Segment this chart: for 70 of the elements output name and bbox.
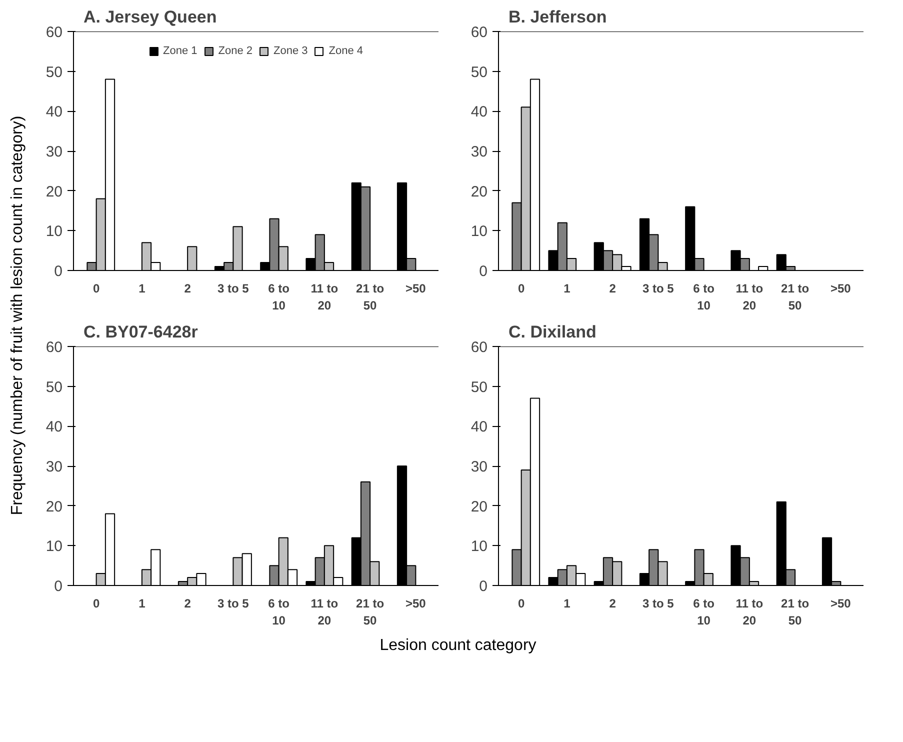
y-tick-label: 20	[46, 183, 63, 200]
x-tick-label: 0	[92, 282, 100, 296]
y-tick-label: 0	[479, 263, 488, 280]
y-tick-label: 50	[46, 64, 63, 81]
y-tick-label: 0	[54, 263, 62, 280]
x-tick-label: 6 to 10	[268, 282, 290, 312]
chart-title: C. Dixiland	[508, 322, 596, 342]
y-tick-label: 40	[46, 418, 63, 436]
y-tick-label: 60	[46, 24, 63, 41]
y-tick-label: 30	[46, 144, 63, 160]
legend-label: Zone 4	[328, 45, 363, 57]
legend-label: Zone 3	[274, 45, 308, 57]
x-tick-label: 1	[564, 282, 571, 296]
x-tick-label: 1	[138, 282, 146, 296]
y-tick-label: 0	[479, 578, 488, 595]
y-tick-label: 20	[46, 498, 63, 516]
x-tick-label: 21 to 50	[356, 282, 384, 312]
y-tick-label: 60	[470, 24, 488, 41]
x-tick-label: 11 to 20	[310, 282, 338, 312]
y-tick-label: 30	[46, 458, 63, 476]
y-tick-label: 40	[470, 418, 488, 436]
y-tick-label: 20	[470, 498, 488, 516]
x-tick-label: 0	[92, 596, 100, 610]
y-tick-label: 10	[46, 223, 63, 240]
x-tick-label: >50	[830, 596, 852, 610]
y-tick-label: 30	[470, 458, 488, 476]
y-tick-label: 30	[470, 144, 488, 160]
y-tick-label: 10	[46, 538, 63, 556]
y-tick-label: 10	[470, 223, 488, 240]
x-tick-label: 1	[138, 596, 146, 610]
x-tick-label: 21 to 50	[781, 596, 810, 628]
y-tick-label: 60	[470, 339, 488, 356]
y-tick-label: 20	[470, 183, 488, 200]
y-tick-label: 0	[54, 578, 62, 595]
legend-label: Zone 2	[218, 45, 252, 57]
x-tick-label: 3 to 5	[218, 282, 250, 296]
x-tick-label: >50	[830, 282, 852, 296]
y-tick-label: 50	[470, 378, 488, 396]
x-tick-label: 0	[518, 596, 525, 610]
y-tick-label: 40	[46, 104, 63, 121]
x-tick-label: 21 to 50	[781, 282, 810, 312]
x-tick-label: 6 to 10	[693, 596, 714, 628]
y-tick-label: 50	[46, 378, 63, 396]
x-tick-label: 1	[564, 596, 571, 610]
x-tick-label: 2	[184, 596, 192, 610]
chart-title: C. BY07-6428r	[84, 322, 198, 342]
y-tick-label: 60	[46, 339, 63, 356]
x-tick-label: 2	[609, 282, 616, 296]
x-axis-title: Lesion count category	[380, 636, 536, 656]
chart-title: A. Jersey Queen	[84, 8, 217, 26]
x-tick-label: 6 to 10	[268, 596, 290, 628]
y-tick-label: 40	[470, 104, 488, 121]
x-tick-label: 3 to 5	[642, 282, 674, 296]
x-tick-label: 0	[518, 282, 525, 296]
x-tick-label: >50	[406, 282, 426, 296]
y-tick-label: 10	[470, 538, 488, 556]
x-tick-label: 2	[184, 282, 192, 296]
x-tick-label: 21 to 50	[356, 596, 384, 628]
x-tick-label: 11 to 20	[736, 596, 764, 628]
x-tick-label: 6 to 10	[693, 282, 714, 312]
x-tick-label: 11 to 20	[736, 282, 764, 312]
x-tick-label: 2	[609, 596, 616, 610]
legend-label: Zone 1	[163, 45, 198, 57]
y-tick-label: 50	[470, 64, 488, 81]
chart-title: B. Jefferson	[508, 8, 607, 26]
x-tick-label: 3 to 5	[642, 596, 674, 610]
x-tick-label: 11 to 20	[310, 596, 338, 628]
y-axis-title: Frequency (number of fruit with lesion count in category)	[8, 116, 26, 516]
x-tick-label: >50	[406, 596, 426, 610]
x-tick-label: 3 to 5	[218, 596, 250, 610]
